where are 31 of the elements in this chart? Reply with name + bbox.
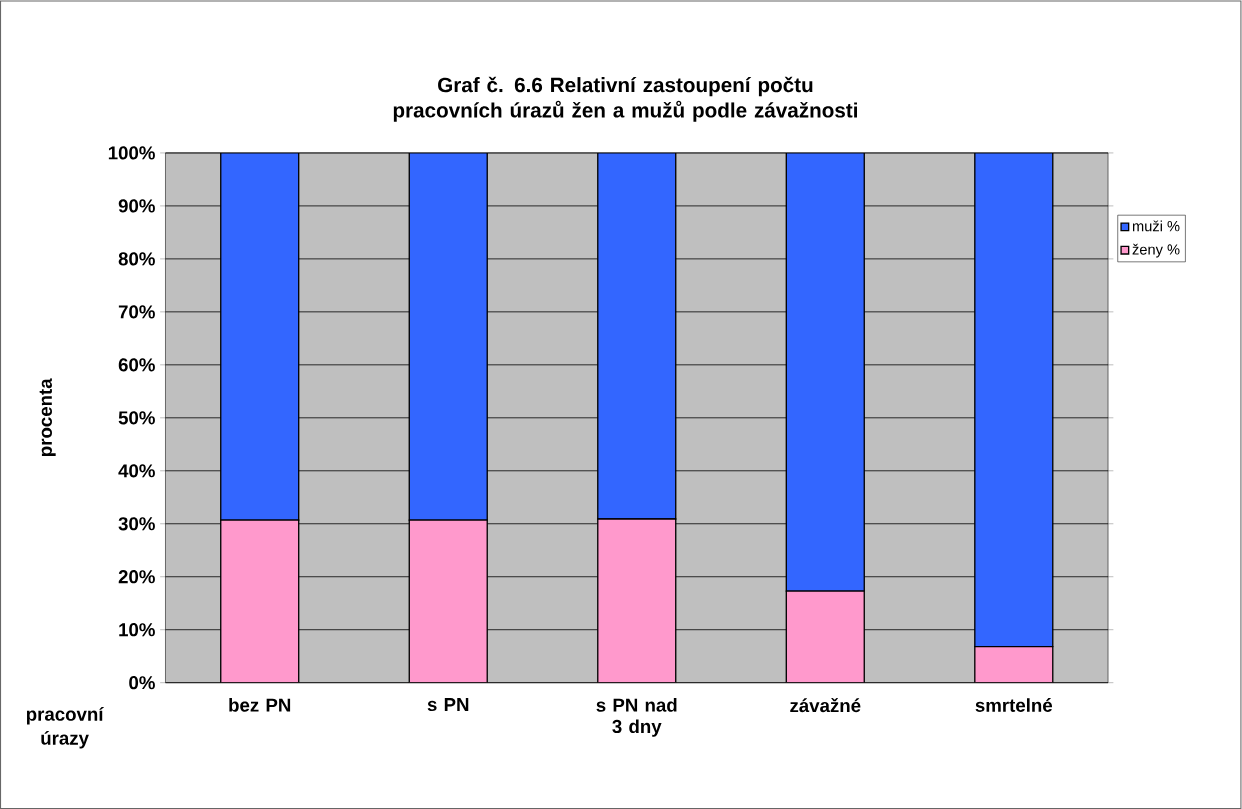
bar [597, 152, 677, 520]
bar [408, 519, 488, 683]
y-tick-label: 30% [118, 517, 155, 531]
legend-label: ženy % [1132, 243, 1180, 258]
bar [597, 518, 677, 683]
y-tick-label: 100% [108, 146, 155, 160]
legend-label: muži % [1132, 220, 1180, 232]
y-tick-label: 0% [129, 676, 155, 690]
y-tick-label: 20% [118, 570, 155, 584]
y-tick-label: 10% [119, 623, 155, 637]
x-tick-label: s PN [427, 697, 469, 712]
y-tick-label: 80% [118, 252, 155, 266]
y-tick-label: 90% [118, 199, 155, 213]
bar [408, 152, 488, 521]
bar [785, 152, 865, 592]
x-tick-label: smrtelné [975, 697, 1053, 712]
x-axis-title: pracovní úrazy [26, 706, 104, 749]
bar [785, 590, 865, 683]
bar [220, 152, 300, 521]
y-tick-label: 60% [118, 358, 155, 372]
y-tick-label: 70% [118, 305, 155, 319]
chart-title: Graf č. 6.6 Relativní zastoupení počtu pracovních úrazů žen a mužů podle závažnosti [393, 76, 857, 122]
x-tick-label: bez PN [229, 697, 291, 712]
y-axis-title: procenta [39, 378, 56, 456]
y-tick-label: 40% [118, 464, 155, 478]
bar [220, 519, 300, 683]
x-tick-label: s PN nad 3 dny [596, 697, 677, 737]
y-tick-label: 50% [118, 411, 155, 425]
bar [974, 645, 1054, 683]
bar [974, 152, 1054, 648]
x-tick-label: závažné [790, 697, 861, 713]
